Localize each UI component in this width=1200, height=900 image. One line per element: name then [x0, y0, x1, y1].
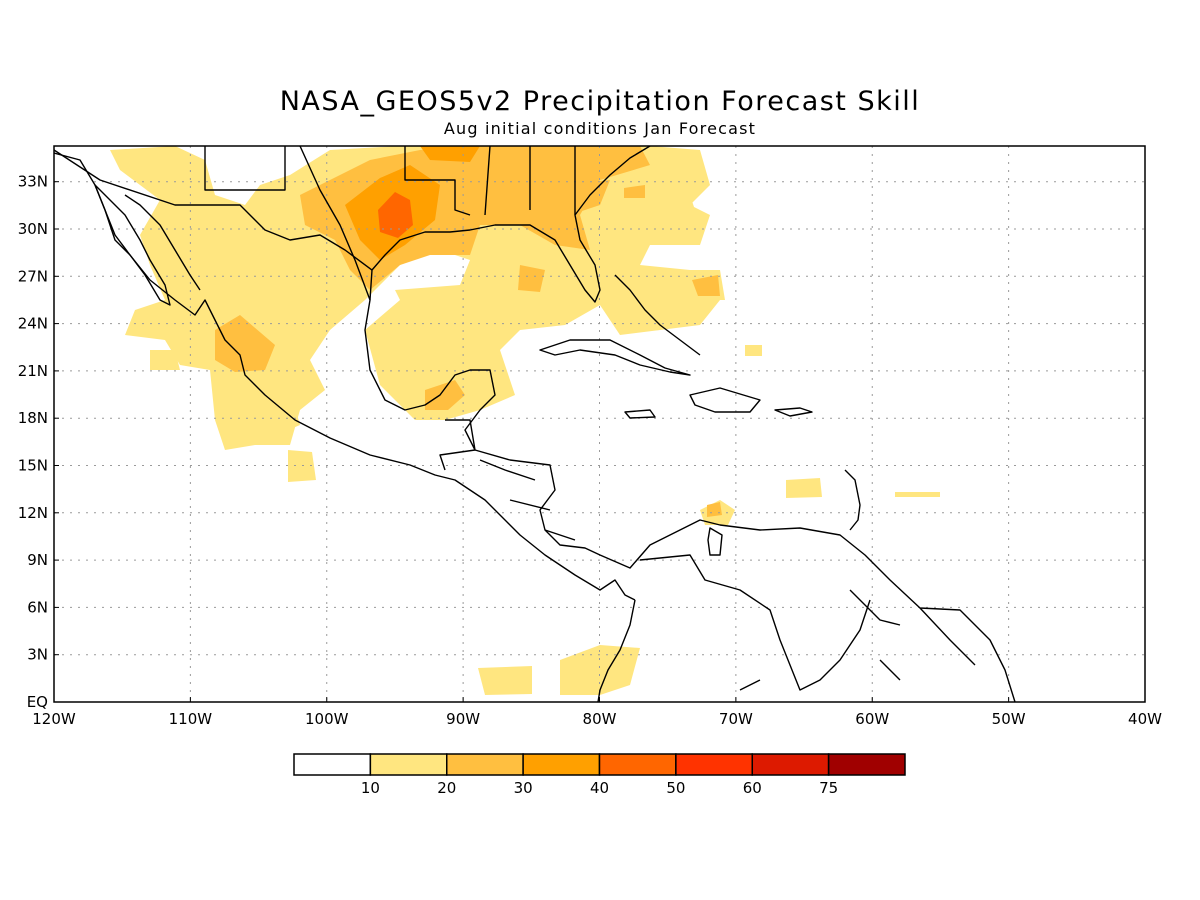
- legend-boundary-label: 60: [743, 779, 762, 797]
- borders-south-america: [639, 554, 976, 691]
- shade-level-10-20: [110, 146, 940, 695]
- legend-swatch: [369, 753, 448, 776]
- shade-north-band: [420, 146, 480, 162]
- coastline-antilles: [844, 469, 861, 531]
- coastline-hispaniola: [689, 387, 761, 413]
- legend-swatch: [293, 753, 372, 776]
- coastline-south-america-pacific: [597, 599, 636, 702]
- shade-mexico-coast-lower: [240, 390, 300, 440]
- coastline-texas-louisiana: [369, 146, 651, 303]
- shade-mexico-inland: [215, 315, 275, 372]
- longitude-axis: 120W 110W 100W 90W 80W 70W 60W 50W 40W: [32, 697, 1162, 728]
- legend-swatch: [675, 753, 753, 776]
- lon-tick-label: 80W: [583, 710, 617, 728]
- shade-caribbean-east: [786, 478, 822, 498]
- lon-tick-label: 100W: [305, 710, 349, 728]
- coastline-cuba: [539, 339, 691, 376]
- lat-tick-label: 3N: [27, 646, 48, 664]
- lat-tick-label: 6N: [27, 598, 48, 616]
- legend-swatch: [522, 753, 601, 776]
- shade-pacific-eq-2: [560, 645, 640, 695]
- shade-level-40-50: [378, 192, 413, 238]
- legend-swatch: [751, 753, 830, 776]
- lat-tick-label: 15N: [18, 457, 48, 475]
- lat-tick-label: EQ: [27, 693, 48, 711]
- shade-bahamas-small: [692, 275, 720, 296]
- coastline-gulf-mexico: [299, 146, 496, 451]
- lon-tick-label: 60W: [855, 710, 889, 728]
- color-legend: 10 20 30 40 50 60 75: [293, 753, 906, 797]
- borders-central-america: [439, 419, 576, 541]
- shade-atlantic-strip: [895, 492, 940, 497]
- lon-tick-label: 120W: [32, 710, 76, 728]
- coastline-central-america-caribbean: [474, 449, 1016, 702]
- map-title: NASA_GEOS5v2 Precipitation Forecast Skil…: [279, 86, 921, 117]
- grid-lines: [54, 146, 1145, 702]
- lon-tick-label: 40W: [1128, 710, 1162, 728]
- shade-atlantic-small: [624, 185, 645, 198]
- shade-21n-west: [150, 350, 180, 370]
- shade-texas-south: [518, 265, 545, 292]
- shade-florida-panhandle: [560, 180, 610, 215]
- shade-venezuela-small: [707, 502, 722, 517]
- legend-boundary-label: 10: [361, 779, 380, 797]
- legend-boundary-label: 20: [437, 779, 456, 797]
- lon-tick-label: 70W: [719, 710, 753, 728]
- coastline-baja: [94, 184, 171, 306]
- legend-swatch: [598, 753, 677, 776]
- lat-tick-label: 33N: [18, 173, 48, 191]
- coastline-bahamas: [614, 274, 701, 356]
- shade-cuba-north: [600, 300, 660, 335]
- lat-tick-label: 24N: [18, 315, 48, 333]
- map-subtitle: Aug initial conditions Jan Forecast: [443, 119, 757, 138]
- coastline-jamaica: [624, 409, 656, 419]
- legend-boundary-label: 75: [819, 779, 838, 797]
- shade-caribbean-21n: [745, 345, 762, 356]
- coastlines: [54, 146, 1016, 702]
- border-us-mexico: [54, 149, 373, 271]
- shade-pacific-eq-1: [478, 666, 532, 695]
- coastline-puerto-rico: [774, 407, 813, 417]
- lat-tick-label: 12N: [18, 504, 48, 522]
- legend-boundary-label: 50: [666, 779, 685, 797]
- legend-swatch: [827, 753, 906, 776]
- lat-tick-label: 27N: [18, 267, 48, 285]
- legend-swatch: [446, 753, 524, 776]
- lon-tick-label: 90W: [446, 710, 480, 728]
- lat-tick-label: 30N: [18, 220, 48, 238]
- shade-peak: [378, 192, 413, 238]
- borders-us-states: [204, 146, 576, 216]
- lat-tick-label: 18N: [18, 409, 48, 427]
- lon-tick-label: 110W: [169, 710, 213, 728]
- shade-yucatan: [425, 380, 465, 410]
- legend-boundary-label: 40: [590, 779, 609, 797]
- coastline-lake-maracaibo: [707, 527, 723, 556]
- lat-tick-label: 21N: [18, 362, 48, 380]
- coastline-gulf-of-california: [124, 194, 201, 291]
- lon-tick-label: 50W: [992, 710, 1026, 728]
- skill-shading: [110, 146, 940, 695]
- legend-boundary-label: 30: [514, 779, 533, 797]
- lat-tick-label: 9N: [27, 551, 48, 569]
- latitude-axis: EQ 3N 6N 9N 12N 15N 18N 21N 24N 27N 30N 33N: [18, 173, 59, 711]
